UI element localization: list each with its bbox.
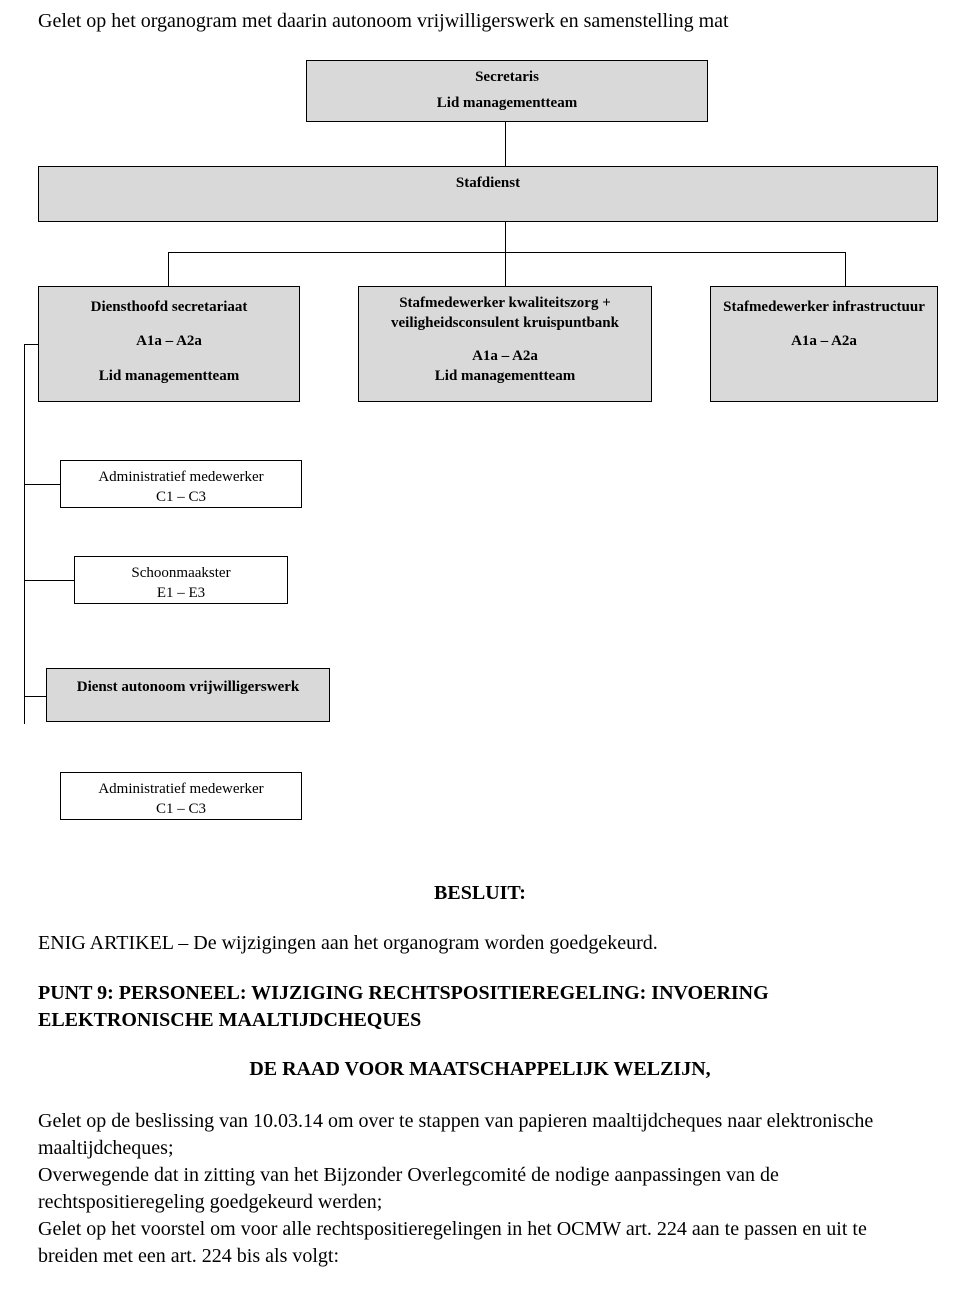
node-text: Diensthoofd secretariaat bbox=[47, 297, 291, 317]
node-text: C1 – C3 bbox=[69, 487, 293, 507]
node-infrastructuur: Stafmedewerker infrastructuur A1a – A2a bbox=[710, 286, 938, 402]
node-text: Lid managementteam bbox=[315, 93, 699, 113]
node-text: E1 – E3 bbox=[83, 583, 279, 603]
conn bbox=[24, 344, 38, 345]
conn bbox=[168, 252, 169, 286]
node-text: Lid managementteam bbox=[367, 366, 643, 386]
conn bbox=[845, 252, 846, 286]
node-diensthoofd: Diensthoofd secretariaat A1a – A2a Lid m… bbox=[38, 286, 300, 402]
heading-punt9: PUNT 9: PERSONEEL: WIJZIGING RECHTSPOSIT… bbox=[38, 980, 920, 1034]
conn bbox=[24, 344, 25, 724]
node-text: Administratief medewerker bbox=[69, 467, 293, 487]
node-secretaris: Secretaris Lid managementteam bbox=[306, 60, 708, 122]
heading-text: ELEKTRONISCHE MAALTIJDCHEQUES bbox=[38, 1009, 421, 1031]
conn bbox=[505, 252, 506, 286]
conn bbox=[505, 222, 506, 252]
node-text: Schoonmaakster bbox=[83, 563, 279, 583]
intro-text: Gelet op het organogram met daarin auton… bbox=[38, 8, 729, 35]
node-text: Secretaris bbox=[315, 67, 699, 87]
node-text: Stafdienst bbox=[47, 173, 929, 193]
node-text: A1a – A2a bbox=[367, 346, 643, 366]
node-schoonmaakster: Schoonmaakster E1 – E3 bbox=[74, 556, 288, 604]
node-text: Dienst autonoom vrijwilligerswerk bbox=[55, 677, 321, 697]
node-text: Lid managementteam bbox=[47, 366, 291, 386]
heading-text: PUNT 9: PERSONEEL: WIJZIGING RECHTSPOSIT… bbox=[38, 982, 769, 1004]
heading-raad: DE RAAD VOOR MAATSCHAPPELIJK WELZIJN, bbox=[0, 1056, 960, 1083]
node-text: C1 – C3 bbox=[69, 799, 293, 819]
node-dienst-vrijwilligerswerk: Dienst autonoom vrijwilligerswerk bbox=[46, 668, 330, 722]
paragraph-enig-artikel: ENIG ARTIKEL – De wijzigingen aan het or… bbox=[38, 930, 920, 957]
node-text: A1a – A2a bbox=[47, 331, 291, 351]
conn bbox=[505, 122, 506, 166]
node-text: Administratief medewerker bbox=[69, 779, 293, 799]
node-stafdienst: Stafdienst bbox=[38, 166, 938, 222]
node-admin-1: Administratief medewerker C1 – C3 bbox=[60, 460, 302, 508]
conn bbox=[24, 484, 60, 485]
node-kwaliteitszorg: Stafmedewerker kwaliteitszorg + veilighe… bbox=[358, 286, 652, 402]
node-text: Stafmedewerker kwaliteitszorg + bbox=[367, 293, 643, 313]
conn bbox=[24, 580, 74, 581]
conn bbox=[168, 252, 846, 253]
node-text: Stafmedewerker infrastructuur bbox=[719, 297, 929, 317]
node-admin-2: Administratief medewerker C1 – C3 bbox=[60, 772, 302, 820]
node-text: A1a – A2a bbox=[719, 331, 929, 351]
conn bbox=[24, 696, 46, 697]
paragraph-body: Gelet op de beslissing van 10.03.14 om o… bbox=[38, 1108, 920, 1270]
heading-besluit: BESLUIT: bbox=[0, 880, 960, 907]
node-text: veiligheidsconsulent kruispuntbank bbox=[367, 313, 643, 333]
